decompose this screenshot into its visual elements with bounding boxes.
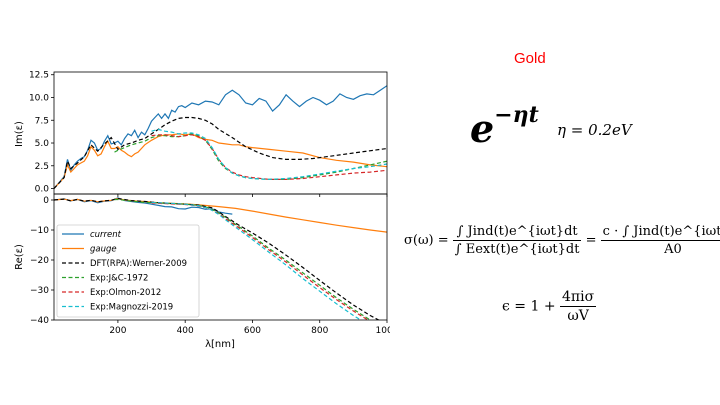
- sigma-equals: =: [585, 233, 597, 248]
- legend-label-current: current: [90, 230, 122, 240]
- im-eps-axes-frame: [53, 71, 388, 195]
- y-tick-label: 12.5: [29, 71, 49, 81]
- y-tick-label: 10.0: [29, 93, 49, 103]
- y-tick-label: −20: [30, 256, 49, 266]
- exp-power: −ηt: [494, 102, 539, 129]
- sigma-num-2: c · ∫ Jind(t)e^{iωt}dt: [600, 224, 720, 241]
- sigma-den-1: ∫ Eext(t)e^{iωt}dt: [454, 242, 580, 257]
- sigma-lhs: σ(ω) =: [404, 233, 449, 248]
- x-tick-label: 200: [109, 326, 126, 336]
- re-series-exp-olmon-2012: [151, 202, 369, 320]
- sigma-den-2: A0: [664, 242, 682, 257]
- sigma-num-1: ∫ Jind(t)e^{iωt}dt: [452, 224, 582, 241]
- chart: 0.0 2.5 5.0 7.5 10.0 12.5 Im(ε) 0 −10 −20 −30 −40…: [14, 71, 390, 350]
- im-series-exp-olmon-2012: [151, 134, 387, 180]
- decay-exponential: e−ηt: [470, 102, 539, 151]
- legend-label-gauge: gauge: [90, 245, 117, 255]
- im-series-current: [54, 85, 387, 189]
- legend-label-exp-j-c-1972: Exp:J&C-1972: [90, 274, 148, 284]
- y-tick-label: 2.5: [35, 162, 49, 172]
- re-eps-panel: 0 −10 −20 −30 −40 200 400 600 800 1000 Re(ε) λ[n…: [14, 193, 390, 350]
- im-eps-ylabel: Im(ε): [14, 121, 25, 147]
- x-axis-label: λ[nm]: [205, 339, 235, 350]
- y-tick-label: −40: [30, 316, 49, 326]
- im-series-gauge: [54, 133, 387, 189]
- material-title: Gold: [514, 50, 546, 67]
- sigma-fraction-2: c · ∫ Jind(t)e^{iωt}dt A0: [600, 224, 720, 257]
- epsilon-den: ωV: [567, 308, 589, 324]
- legend-frame: [56, 224, 200, 318]
- legend-label-exp-olmon-2012: Exp:Olmon-2012: [90, 288, 161, 298]
- epsilon-num: 4πiσ: [560, 289, 597, 307]
- epsilon-fraction: 4πiσ ωV: [560, 289, 597, 324]
- x-tick-label: 400: [177, 326, 194, 336]
- epsilon-formula: ϵ = 1 + 4πiσ ωV: [502, 289, 597, 324]
- legend-label-exp-magnozzi-2019: Exp:Magnozzi-2019: [90, 303, 173, 313]
- y-tick-label: 0: [43, 196, 49, 206]
- legend-label-dft-rpa-werner-2009: DFT(RPA):Werner-2009: [90, 259, 187, 269]
- im-series-dft-rpa-werner-2009: [54, 116, 387, 189]
- im-series-exp-magnozzi-2019: [151, 128, 387, 181]
- re-eps-axes-frame: [53, 193, 388, 321]
- im-eps-panel: 0.0 2.5 5.0 7.5 10.0 12.5 Im(ε): [14, 71, 388, 197]
- exp-base: e: [470, 106, 495, 151]
- re-series-exp-j-c-1972: [114, 198, 372, 320]
- legend: current gauge DFT(RPA):Werner-2009 Exp:J&C-…: [56, 224, 200, 318]
- y-tick-label: 0.0: [35, 185, 50, 195]
- y-tick-label: 5.0: [35, 139, 50, 149]
- x-tick-label: 800: [311, 326, 328, 336]
- sigma-fraction-1: ∫ Jind(t)e^{iωt}dt ∫ Eext(t)e^{iωt}dt: [452, 224, 582, 257]
- y-tick-label: 7.5: [35, 116, 49, 126]
- im-series-exp-j-c-1972: [114, 133, 387, 180]
- y-tick-label: −30: [30, 286, 49, 296]
- x-tick-label: 600: [244, 326, 261, 336]
- x-tick-label: 1000: [376, 326, 390, 336]
- eta-value: η = 0.2eV: [557, 121, 632, 139]
- re-eps-ylabel: Re(ε): [14, 244, 25, 270]
- sigma-formula: σ(ω) = ∫ Jind(t)e^{iωt}dt ∫ Eext(t)e^{iω…: [404, 224, 720, 257]
- epsilon-lhs: ϵ = 1 +: [502, 298, 556, 315]
- y-tick-label: −10: [30, 226, 49, 236]
